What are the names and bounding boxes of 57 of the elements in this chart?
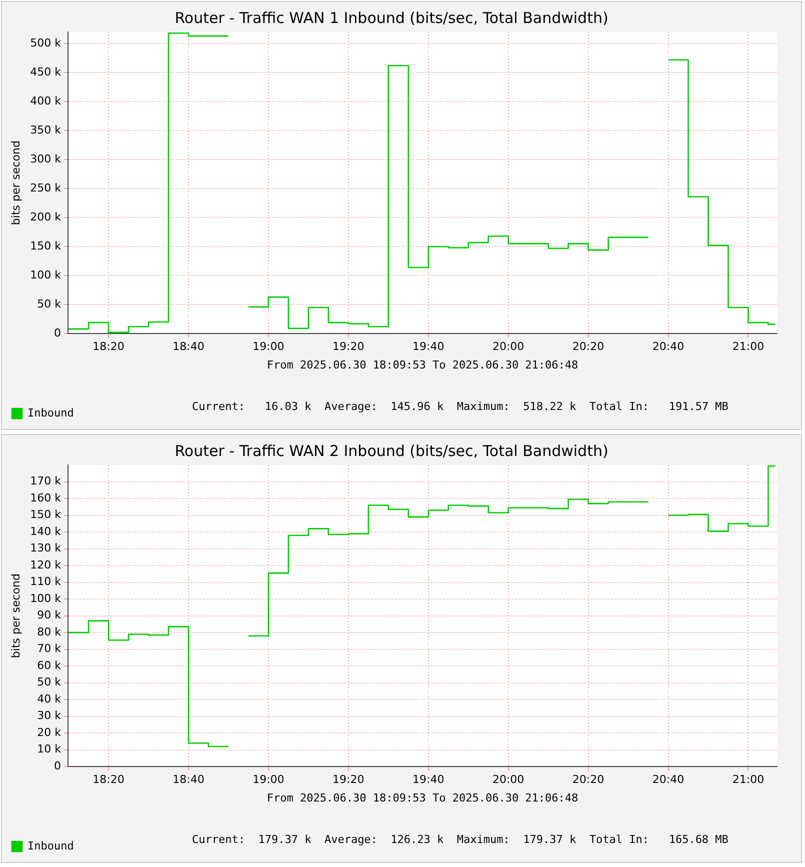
x-tick-label: 19:40 xyxy=(412,773,444,786)
x-tick-label: 18:40 xyxy=(172,773,204,786)
x-tick-label: 19:00 xyxy=(252,340,284,354)
chart-title: Router - Traffic WAN 2 Inbound (bits/sec, Total Bandwidth) xyxy=(174,442,608,460)
x-tick-label: 18:20 xyxy=(92,773,124,786)
y-tick-label: 100 k xyxy=(30,268,62,282)
text: Current: 16.03 k Average: 145.96 k Maximum: 518.22 k Total In: 191.57 MB xyxy=(192,400,728,413)
x-tick-label: 19:40 xyxy=(412,340,444,354)
y-tick-label: 170 k xyxy=(30,474,62,488)
y-tick-label: 160 k xyxy=(30,491,62,504)
y-tick-label: 120 k xyxy=(30,558,62,572)
y-tick-label: 200 k xyxy=(30,210,62,224)
y-axis-title: bits per second xyxy=(9,140,22,226)
y-tick-label: 130 k xyxy=(30,542,62,555)
text: Current: 179.37 k Average: 126.23 k Maximum: 179.37 k Total In: 165.68 MB xyxy=(192,833,728,846)
y-tick-label: 90 k xyxy=(37,608,62,622)
y-tick-label: 350 k xyxy=(30,123,62,136)
x-tick-label: 21:00 xyxy=(732,773,764,786)
y-tick-label: 60 k xyxy=(37,658,62,672)
chart-title: Router - Traffic WAN 1 Inbound (bits/sec, Total Bandwidth) xyxy=(174,8,608,27)
y-tick-label: 300 k xyxy=(30,152,62,166)
x-tick-label: 20:00 xyxy=(492,340,524,354)
x-tick-label: 19:20 xyxy=(332,340,364,354)
y-tick-label: 0 xyxy=(54,759,62,772)
y-axis-title: bits per second xyxy=(9,574,22,658)
x-axis-title: From 2025.06.30 18:09:53 To 2025.06.30 21:06:48 xyxy=(266,791,578,804)
x-tick-label: 19:20 xyxy=(332,773,364,786)
x-tick-label: 21:00 xyxy=(732,340,764,354)
y-tick-label: 50 k xyxy=(37,676,62,689)
y-tick-label: 50 k xyxy=(37,297,62,310)
y-tick-label: 500 k xyxy=(30,36,62,50)
y-tick-label: 450 k xyxy=(30,65,62,78)
y-tick-label: 30 k xyxy=(37,709,62,722)
y-tick-label: 150 k xyxy=(30,239,62,252)
x-tick-label: 20:40 xyxy=(652,773,684,786)
y-tick-label: 110 k xyxy=(30,575,62,588)
y-tick-label: 400 k xyxy=(30,94,62,108)
y-tick-label: 80 k xyxy=(37,625,62,638)
y-tick-label: 70 k xyxy=(37,642,62,656)
x-tick-label: 19:00 xyxy=(252,773,284,786)
y-tick-label: 10 k xyxy=(37,742,62,756)
x-tick-label: 20:20 xyxy=(572,340,604,354)
y-tick-label: 0 xyxy=(54,326,62,340)
y-tick-label: 40 k xyxy=(37,692,62,706)
legend-label: Inbound xyxy=(28,839,74,852)
x-axis-title: From 2025.06.30 18:09:53 To 2025.06.30 21:06:48 xyxy=(266,358,578,372)
y-tick-label: 20 k xyxy=(37,726,62,739)
x-tick-label: 20:40 xyxy=(652,340,684,354)
y-tick-label: 140 k xyxy=(30,524,62,538)
y-tick-label: 100 k xyxy=(30,592,62,605)
x-tick-label: 18:40 xyxy=(172,340,204,354)
legend-label: Inbound xyxy=(28,406,74,420)
y-tick-label: 250 k xyxy=(30,181,62,194)
x-tick-label: 20:20 xyxy=(572,773,604,786)
x-tick-label: 18:20 xyxy=(92,340,124,354)
y-tick-label: 150 k xyxy=(30,508,62,522)
x-tick-label: 20:00 xyxy=(492,773,524,786)
